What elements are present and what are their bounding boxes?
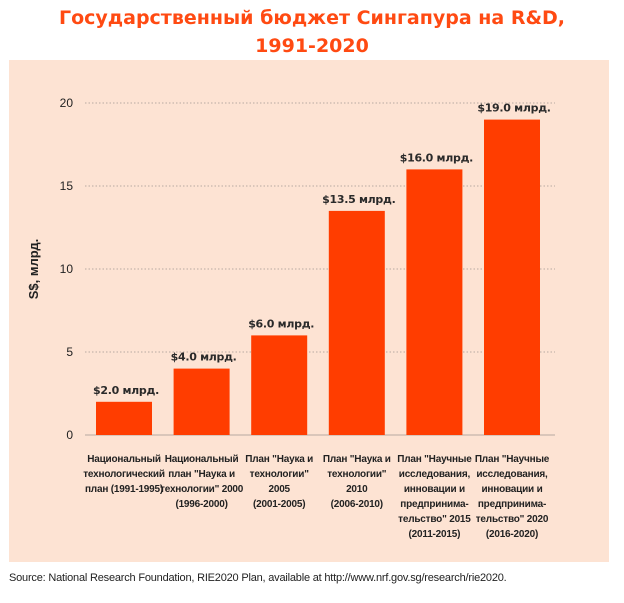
bar-data-label: $19.0 млрд. <box>477 102 550 115</box>
x-category-label: предпринима- <box>400 499 468 510</box>
bar <box>406 169 463 435</box>
x-category-label: (2001-2005) <box>253 499 305 510</box>
bar <box>328 210 385 435</box>
y-tick-label: 5 <box>66 345 73 359</box>
x-category-label: технологический <box>83 469 165 480</box>
chart-title-line2: 1991-2020 <box>255 35 369 57</box>
source-note: Source: National Research Foundation, RI… <box>9 572 507 584</box>
x-category-label: Национальный <box>87 454 161 465</box>
x-category-label: 2005 <box>268 484 290 495</box>
x-category-label: технологии" 2000 <box>160 484 244 495</box>
x-category-label: (2011-2015) <box>409 529 461 540</box>
x-category-label: план "Наука и <box>168 469 235 480</box>
bar-data-label: $2.0 млрд. <box>93 384 159 397</box>
bar-data-label: $16.0 млрд. <box>400 151 473 164</box>
x-category-label: План "Наука и <box>323 454 391 465</box>
chart-title-line1: Государственный бюджет Сингапура на R&D, <box>58 7 566 29</box>
y-tick-label: 0 <box>66 428 73 442</box>
y-tick-label: 15 <box>60 179 74 193</box>
bar <box>484 119 540 435</box>
x-category-label: технологии" <box>250 469 310 480</box>
x-category-label: (2006-2010) <box>331 499 383 510</box>
y-tick-label: 10 <box>60 262 74 276</box>
x-category-label: (2016-2020) <box>486 529 538 540</box>
bar <box>251 335 308 435</box>
bar-data-label: $6.0 млрд. <box>248 317 314 330</box>
x-category-label: технологии" <box>327 469 387 480</box>
x-category-label: (1996-2000) <box>175 499 227 510</box>
x-category-label: предпринима- <box>478 499 546 510</box>
x-category-label: Национальный <box>165 454 239 465</box>
chart-title: Государственный бюджет Сингапура на R&D,… <box>0 4 624 60</box>
y-tick-label: 20 <box>60 96 74 110</box>
x-category-label: исследования, <box>399 469 471 480</box>
bar <box>96 401 152 435</box>
x-category-label: инновации и <box>404 484 465 495</box>
bar-data-label: $13.5 млрд. <box>322 193 395 206</box>
x-category-label: план (1991-1995) <box>85 484 163 495</box>
x-category-label: План "Научные <box>475 454 550 465</box>
y-axis-label: S$, млрд. <box>26 239 41 299</box>
bar-data-label: $4.0 млрд. <box>171 351 237 364</box>
x-category-label: тельство" 2020 <box>476 514 549 525</box>
x-category-label: исследования, <box>476 469 548 480</box>
x-category-label: инновации и <box>481 484 542 495</box>
x-category-label: План "Научные <box>397 454 472 465</box>
x-category-label: тельство" 2015 <box>398 514 471 525</box>
x-category-label: 2010 <box>346 484 368 495</box>
x-category-label: План "Наука и <box>245 454 313 465</box>
bar <box>173 368 230 435</box>
